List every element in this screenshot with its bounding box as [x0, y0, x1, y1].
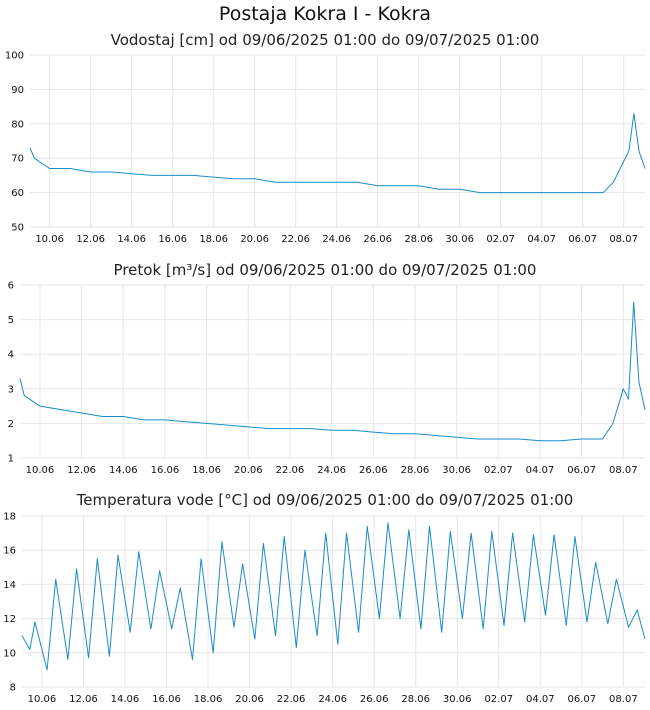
y-tick-label: 12 — [3, 614, 16, 625]
chart-title: Temperatura vode [°C] od 09/06/2025 01:0… — [76, 491, 574, 509]
x-tick-label: 14.06 — [109, 465, 138, 476]
x-tick-label: 08.07 — [609, 694, 638, 705]
x-tick-label: 18.06 — [192, 465, 221, 476]
x-tick-label: 12.06 — [67, 465, 96, 476]
x-tick-label: 02.07 — [484, 694, 513, 705]
x-tick-label: 10.06 — [35, 234, 64, 245]
x-tick-label: 02.07 — [484, 465, 513, 476]
y-tick-label: 50 — [11, 223, 24, 234]
y-tick-label: 18 — [3, 512, 16, 523]
y-tick-label: 60 — [11, 188, 24, 199]
y-tick-label: 90 — [11, 85, 24, 96]
series-line — [19, 301, 646, 442]
chart-title: Pretok [m³/s] od 09/06/2025 01:00 do 09/… — [113, 261, 537, 279]
x-tick-label: 18.06 — [199, 234, 228, 245]
y-tick-label: 4 — [8, 350, 14, 361]
x-tick-label: 16.06 — [152, 694, 181, 705]
x-tick-label: 14.06 — [111, 694, 140, 705]
x-tick-label: 18.06 — [194, 694, 223, 705]
y-tick-label: 3 — [8, 384, 14, 395]
x-tick-label: 08.07 — [609, 465, 638, 476]
temperature-plot: 8 10 12 14 16 18 10.06 12.06 14.06 16.06 18.06 20.0… — [3, 512, 646, 705]
x-tick-label: 04.07 — [526, 465, 555, 476]
plot-area — [20, 285, 645, 458]
series-line — [29, 113, 646, 194]
y-tick-label: 80 — [11, 119, 24, 130]
x-tick-label: 16.06 — [158, 234, 187, 245]
x-tick-label: 12.06 — [69, 694, 98, 705]
y-tick-label: 14 — [3, 580, 16, 591]
y-tick-label: 6 — [8, 281, 14, 292]
x-tick-label: 26.06 — [360, 694, 389, 705]
x-tick-label: 22.06 — [281, 234, 310, 245]
x-tick-label: 30.06 — [445, 234, 474, 245]
x-tick-label: 30.06 — [443, 694, 472, 705]
x-tick-label: 24.06 — [318, 694, 347, 705]
page-title: Postaja Kokra I - Kokra — [218, 3, 432, 25]
y-tick-label: 100 — [5, 51, 24, 62]
x-tick-label: 10.06 — [26, 465, 55, 476]
x-tick-label: 30.06 — [442, 465, 471, 476]
x-tick-label: 14.06 — [117, 234, 146, 245]
y-tick-label: 16 — [3, 546, 16, 557]
series-line — [21, 522, 646, 671]
y-tick-label: 70 — [11, 154, 24, 165]
y-tick-label: 1 — [8, 454, 14, 465]
x-tick-label: 24.06 — [317, 465, 346, 476]
water-level-plot: 50 60 70 80 90 100 10.06 12.06 14.06 16.06 18.06 20… — [5, 51, 646, 245]
x-tick-label: 12.06 — [76, 234, 105, 245]
x-tick-label: 08.07 — [609, 234, 638, 245]
x-tick-label: 28.06 — [404, 234, 433, 245]
x-tick-label: 28.06 — [401, 465, 430, 476]
y-tick-label: 10 — [3, 648, 16, 659]
x-tick-label: 02.07 — [486, 234, 515, 245]
x-tick-label: 20.06 — [240, 234, 269, 245]
x-tick-label: 06.07 — [568, 694, 597, 705]
x-tick-label: 06.07 — [568, 234, 597, 245]
plot-area — [30, 55, 645, 227]
discharge-plot: 1 2 3 4 5 6 10.06 12.06 14.06 16.06 18.06 20.06 22.0… — [8, 281, 646, 476]
x-tick-label: 20.06 — [235, 694, 264, 705]
x-tick-label: 24.06 — [322, 234, 351, 245]
y-tick-label: 5 — [8, 315, 14, 326]
x-tick-label: 10.06 — [28, 694, 57, 705]
x-tick-label: 04.07 — [527, 234, 556, 245]
y-tick-label: 8 — [10, 683, 16, 694]
y-tick-label: 2 — [8, 419, 14, 430]
x-tick-label: 04.07 — [526, 694, 555, 705]
x-tick-label: 22.06 — [277, 694, 306, 705]
x-tick-label: 22.06 — [276, 465, 305, 476]
x-tick-label: 06.07 — [567, 465, 596, 476]
x-tick-label: 26.06 — [363, 234, 392, 245]
x-tick-label: 16.06 — [151, 465, 180, 476]
x-tick-label: 26.06 — [359, 465, 388, 476]
x-tick-label: 28.06 — [401, 694, 430, 705]
chart-title: Vodostaj [cm] od 09/06/2025 01:00 do 09/… — [110, 31, 540, 49]
x-tick-label: 20.06 — [234, 465, 263, 476]
